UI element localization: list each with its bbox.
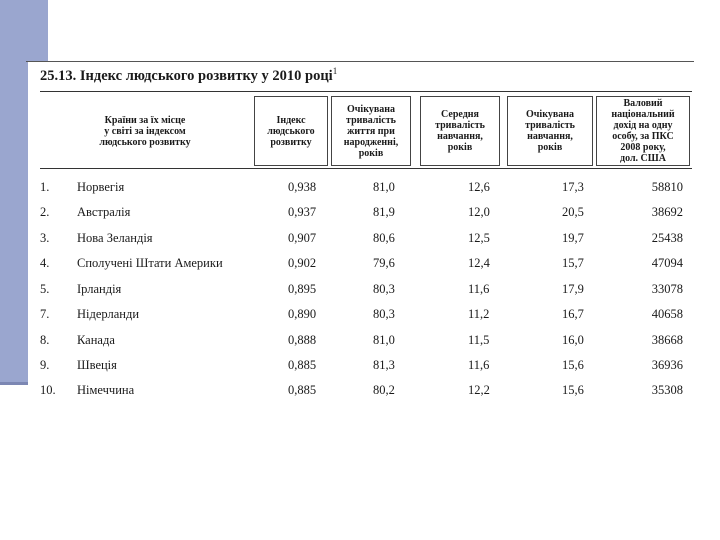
row-gni: 35308 — [651, 383, 683, 397]
row-mean-schooling: 12,4 — [468, 256, 490, 270]
row-expected-schooling: 15,6 — [562, 358, 584, 372]
row-country: Німеччина — [77, 383, 135, 397]
header-expected-schooling: Очікувана тривалість навчання, років — [507, 96, 593, 166]
row-rank: 7. — [40, 307, 50, 321]
title-footnote: 1 — [332, 66, 338, 76]
row-gni: 47094 — [651, 256, 683, 270]
row-hdi: 0,907 — [288, 231, 317, 245]
header-hdi: Індекс людського розвитку — [254, 96, 328, 166]
table-row: 8. Канада 0,888 81,0 11,5 16,0 38668 — [0, 333, 720, 353]
row-rank: 1. — [40, 180, 50, 194]
row-country: Нова Зеландія — [77, 231, 153, 245]
row-hdi: 0,902 — [288, 256, 317, 270]
row-life-expectancy: 80,3 — [373, 307, 395, 321]
row-gni: 33078 — [651, 282, 683, 296]
table-row: 9. Швеція 0,885 81,3 11,6 15,6 36936 — [0, 358, 720, 378]
row-mean-schooling: 11,6 — [468, 358, 490, 372]
row-expected-schooling: 16,0 — [562, 333, 584, 347]
row-rank: 8. — [40, 333, 50, 347]
row-hdi: 0,938 — [288, 180, 317, 194]
row-mean-schooling: 11,2 — [468, 307, 490, 321]
table-row: 4. Сполучені Штати Америки 0,902 79,6 12,4 15… — [0, 256, 720, 276]
row-country: Канада — [77, 333, 115, 347]
row-life-expectancy: 81,3 — [373, 358, 395, 372]
row-life-expectancy: 81,0 — [373, 333, 395, 347]
row-hdi: 0,937 — [288, 205, 317, 219]
title-rule — [26, 61, 694, 62]
row-country: Норвегія — [77, 180, 125, 194]
row-gni: 25438 — [651, 231, 683, 245]
row-gni: 58810 — [651, 180, 683, 194]
row-expected-schooling: 15,7 — [562, 256, 584, 270]
row-country: Сполучені Штати Америки — [77, 256, 223, 270]
table-title-text: 25.13. Індекс людського розвитку у 2010 … — [40, 67, 333, 84]
table-row: 10. Німеччина 0,885 80,2 12,2 15,6 35308 — [0, 383, 720, 403]
row-hdi: 0,890 — [288, 307, 317, 321]
row-country: Швеція — [77, 358, 117, 372]
row-hdi: 0,888 — [288, 333, 317, 347]
row-gni: 38668 — [651, 333, 683, 347]
row-mean-schooling: 12,2 — [468, 383, 490, 397]
row-gni: 38692 — [651, 205, 683, 219]
row-hdi: 0,895 — [288, 282, 317, 296]
header-life-expectancy: Очікувана тривалість життя при народженн… — [331, 96, 411, 166]
row-expected-schooling: 16,7 — [562, 307, 584, 321]
slide-accent-bar — [0, 0, 48, 62]
row-gni: 36936 — [651, 358, 683, 372]
row-life-expectancy: 81,9 — [373, 205, 395, 219]
table-row: 5. Ірландія 0,895 80,3 11,6 17,9 33078 — [0, 282, 720, 302]
row-expected-schooling: 17,3 — [562, 180, 584, 194]
row-rank: 4. — [40, 256, 50, 270]
row-rank: 3. — [40, 231, 50, 245]
row-country: Австралія — [77, 205, 131, 219]
row-expected-schooling: 20,5 — [562, 205, 584, 219]
row-mean-schooling: 11,6 — [468, 282, 490, 296]
row-life-expectancy: 80,3 — [373, 282, 395, 296]
table-row: 3. Нова Зеландія 0,907 80,6 12,5 19,7 25438 — [0, 231, 720, 251]
row-country: Ірландія — [77, 282, 122, 296]
header-rule-bottom — [40, 168, 692, 169]
table-row: 1. Норвегія 0,938 81,0 12,6 17,3 58810 — [0, 180, 720, 200]
row-mean-schooling: 12,5 — [468, 231, 490, 245]
row-expected-schooling: 19,7 — [562, 231, 584, 245]
table-row: 7. Нідерланди 0,890 80,3 11,2 16,7 40658 — [0, 307, 720, 327]
row-life-expectancy: 81,0 — [373, 180, 395, 194]
table-title: 25.13. Індекс людського розвитку у 2010 … — [40, 66, 337, 85]
row-rank: 5. — [40, 282, 50, 296]
row-country: Нідерланди — [77, 307, 140, 321]
header-gni: Валовий національний дохід на одну особу… — [596, 96, 690, 166]
slide-accent-bar-lower — [0, 62, 28, 384]
row-rank: 2. — [40, 205, 50, 219]
header-country: Країни за їх місце у світі за індексом л… — [99, 114, 191, 148]
row-life-expectancy: 80,6 — [373, 231, 395, 245]
row-life-expectancy: 80,2 — [373, 383, 395, 397]
row-hdi: 0,885 — [288, 358, 317, 372]
row-life-expectancy: 79,6 — [373, 256, 395, 270]
row-rank: 9. — [40, 358, 50, 372]
row-expected-schooling: 17,9 — [562, 282, 584, 296]
row-gni: 40658 — [651, 307, 683, 321]
row-hdi: 0,885 — [288, 383, 317, 397]
table-row: 2. Австралія 0,937 81,9 12,0 20,5 38692 — [0, 205, 720, 225]
header-rule-top — [40, 91, 692, 92]
slide-accent-shadow — [0, 382, 28, 385]
row-mean-schooling: 11,5 — [468, 333, 490, 347]
row-mean-schooling: 12,6 — [468, 180, 490, 194]
header-mean-schooling: Середня тривалість навчання, років — [420, 96, 500, 166]
row-rank: 10. — [40, 383, 56, 397]
row-expected-schooling: 15,6 — [562, 383, 584, 397]
row-mean-schooling: 12,0 — [468, 205, 490, 219]
